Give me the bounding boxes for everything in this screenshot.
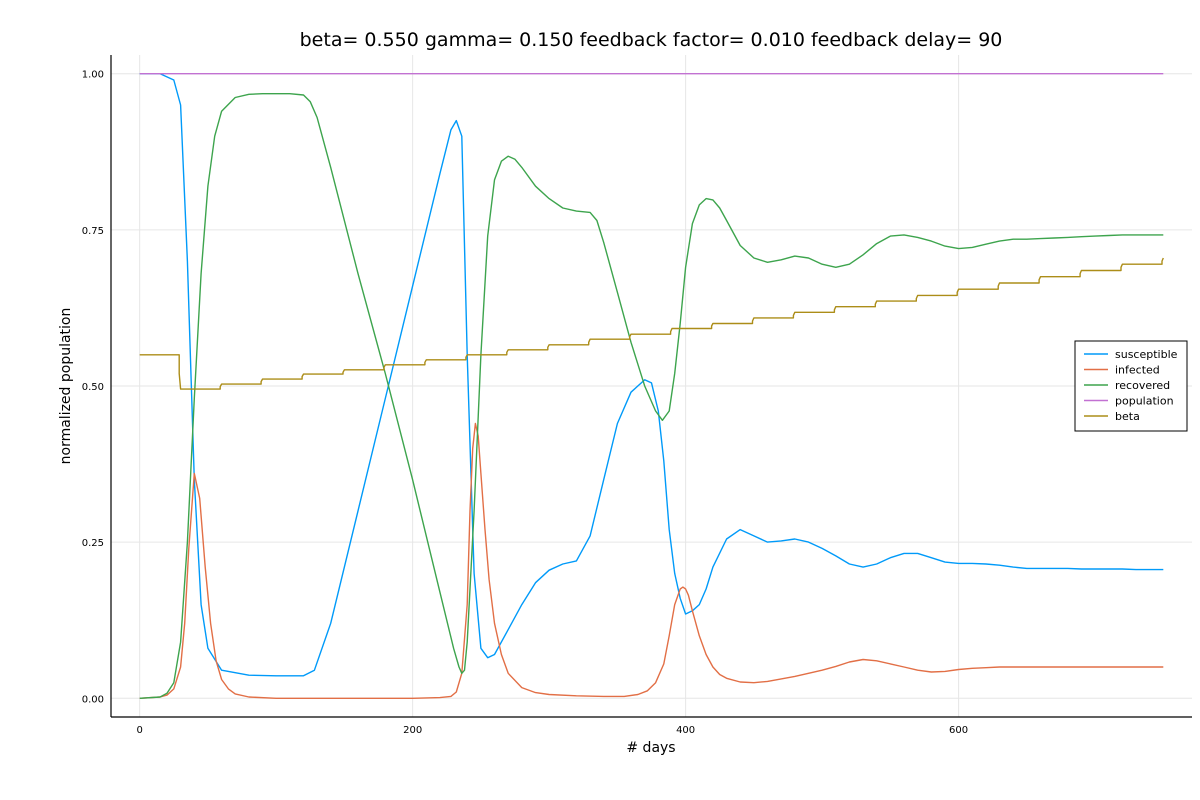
legend-label-infected: infected (1115, 364, 1160, 377)
legend-label-population: population (1115, 395, 1174, 408)
x-tick-label: 0 (136, 725, 142, 736)
x-tick-label: 200 (403, 725, 422, 736)
axes (110, 55, 1192, 718)
x-tick-label: 600 (949, 725, 968, 736)
x-axis-title: # days (626, 740, 675, 756)
x-tick-label: 400 (676, 725, 695, 736)
legend-items: susceptible infected recovered population be… (1084, 348, 1178, 423)
legend-label-susceptible: susceptible (1115, 348, 1178, 361)
x-tick-labels: 0 200 400 600 (136, 725, 968, 736)
series-lines (139, 72, 1164, 699)
grid (111, 55, 1192, 717)
legend-label-beta: beta (1115, 410, 1140, 423)
y-tick-labels: 0.00 0.25 0.50 0.75 1.00 (82, 70, 104, 706)
y-tick-label: 1.00 (82, 70, 104, 81)
y-tick-label: 0.25 (82, 538, 104, 549)
series-line-susceptible (139, 72, 1164, 677)
series-line-beta (139, 257, 1164, 390)
y-tick-label: 0.75 (82, 226, 104, 237)
y-tick-label: 0.00 (82, 694, 104, 705)
series-line-infected (139, 422, 1164, 699)
y-axis-title: normalized population (58, 308, 74, 465)
legend-label-recovered: recovered (1115, 379, 1170, 392)
series-line-recovered (139, 92, 1164, 699)
legend: susceptible infected recovered population be… (1074, 340, 1188, 432)
chart-title: beta= 0.550 gamma= 0.150 feedback factor… (300, 29, 1003, 51)
y-tick-label: 0.50 (82, 382, 104, 393)
